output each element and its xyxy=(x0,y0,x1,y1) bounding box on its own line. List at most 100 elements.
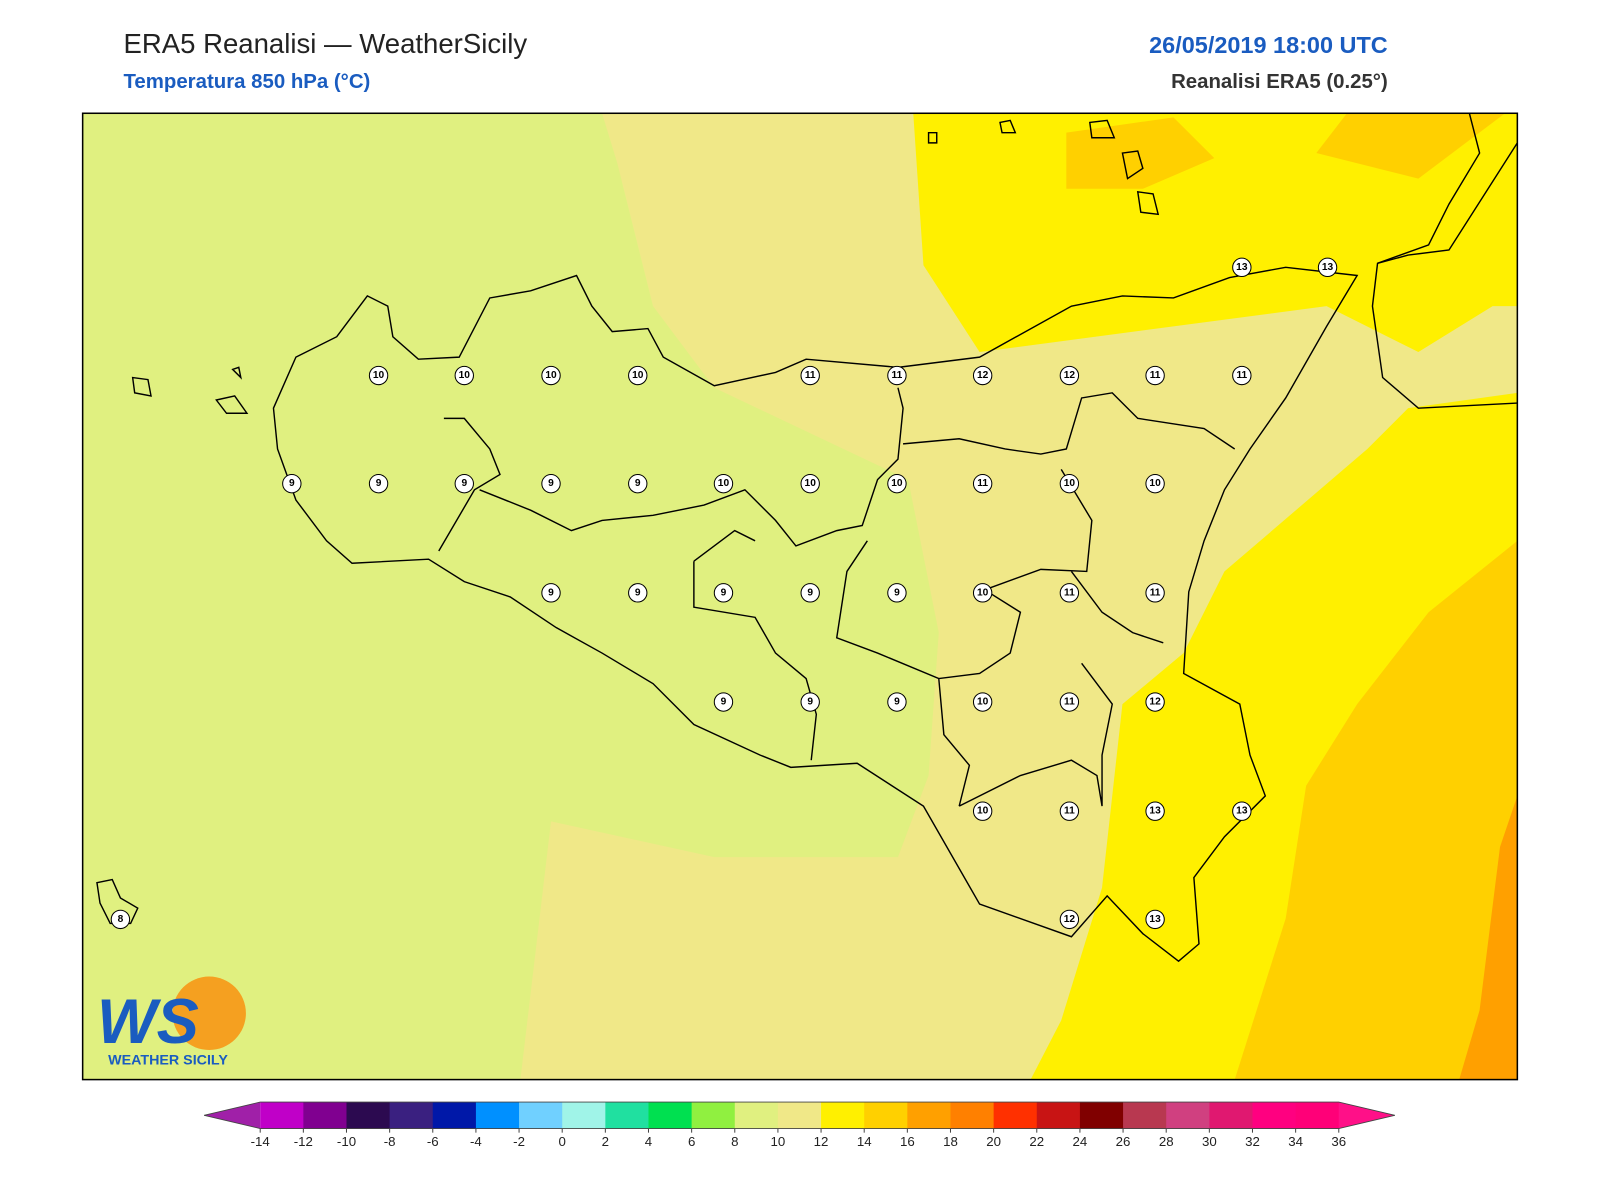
colorbar-tick-label: 30 xyxy=(1202,1134,1217,1149)
subtitle: Temperatura 850 hPa (°C) xyxy=(123,71,370,93)
station-value: 9 xyxy=(635,478,641,489)
station-marker xyxy=(887,692,907,712)
station-value: 13 xyxy=(1149,914,1161,925)
station: 13 xyxy=(1232,257,1252,278)
colorbar-tick-label: 18 xyxy=(943,1134,958,1149)
colorbar-tick-label: 2 xyxy=(602,1134,609,1149)
station-marker xyxy=(887,583,907,603)
station: 11 xyxy=(887,365,907,386)
station-marker xyxy=(541,583,561,603)
station-marker xyxy=(628,473,648,494)
station-marker xyxy=(800,583,820,603)
station-marker xyxy=(1059,909,1080,930)
station-marker xyxy=(1059,365,1080,386)
station: 9 xyxy=(713,692,734,712)
station-marker xyxy=(1145,583,1165,603)
station: 11 xyxy=(1059,801,1080,821)
colorbar-box xyxy=(950,1102,995,1129)
station-marker xyxy=(800,473,820,494)
station: 9 xyxy=(800,583,820,603)
datetime: 26/05/2019 18:00 UTC xyxy=(1149,32,1388,58)
station: 9 xyxy=(282,473,302,494)
station-marker xyxy=(1059,583,1080,603)
colorbar-box xyxy=(1252,1102,1297,1129)
map-frame xyxy=(81,112,1519,1081)
station-value: 10 xyxy=(1064,478,1076,489)
station-value: 10 xyxy=(977,697,989,708)
station: 12 xyxy=(972,365,993,386)
colorbar-tick-label: 26 xyxy=(1116,1134,1131,1149)
station: 10 xyxy=(887,473,907,494)
station-value: 13 xyxy=(1322,262,1334,273)
station-marker xyxy=(454,473,474,494)
station: 9 xyxy=(368,473,389,494)
colorbar-box xyxy=(821,1102,865,1129)
station: 10 xyxy=(972,692,993,712)
station: 9 xyxy=(541,473,561,494)
station-marker xyxy=(1145,365,1165,386)
station-marker xyxy=(972,473,993,494)
station: 10 xyxy=(1059,473,1080,494)
field-14-16 xyxy=(1066,117,1215,189)
map xyxy=(82,113,1518,1080)
station-value: 9 xyxy=(635,587,641,598)
station-marker xyxy=(972,365,993,386)
station-value: 11 xyxy=(892,370,903,381)
colorbar-box xyxy=(562,1102,606,1129)
field-14-16 xyxy=(1316,113,1506,179)
logo-mark: WS xyxy=(97,987,199,1057)
station-value: 10 xyxy=(459,370,471,381)
station: 9 xyxy=(800,692,820,712)
station-value: 9 xyxy=(548,478,554,489)
colorbar-box xyxy=(993,1102,1038,1129)
station-value: 10 xyxy=(545,370,557,381)
colorbar-box xyxy=(648,1102,693,1129)
station: 10 xyxy=(800,473,820,494)
title: ERA5 Reanalisi — WeatherSicily xyxy=(123,28,527,59)
colorbar-box xyxy=(734,1102,779,1129)
station-marker xyxy=(1232,365,1252,386)
colorbar-tick-label: 10 xyxy=(771,1134,786,1149)
station: 11 xyxy=(1059,583,1080,603)
logo: WS WEATHER SICILY xyxy=(97,976,246,1068)
station-marker xyxy=(454,365,474,386)
station-marker xyxy=(628,365,648,386)
station-value: 11 xyxy=(1064,587,1075,598)
colorbar-box xyxy=(1036,1102,1081,1129)
station: 9 xyxy=(628,583,648,603)
station: 10 xyxy=(972,801,993,821)
station-marker xyxy=(1145,473,1165,494)
colorbar-tick-label: -12 xyxy=(294,1134,313,1149)
station-marker xyxy=(1059,692,1080,712)
source: Reanalisi ERA5 (0.25°) xyxy=(1171,71,1388,93)
station-value: 11 xyxy=(1150,370,1161,381)
station: 9 xyxy=(713,583,734,603)
colorbar-box xyxy=(1166,1102,1210,1129)
station: 12 xyxy=(1059,365,1080,386)
logo-sun xyxy=(172,976,246,1050)
station: 11 xyxy=(1145,583,1165,603)
colorbar-tick-label: 24 xyxy=(1073,1134,1088,1149)
station: 10 xyxy=(454,365,474,386)
station-marker xyxy=(1059,473,1080,494)
station: 10 xyxy=(1145,473,1165,494)
station-value: 10 xyxy=(977,806,989,817)
colorbar-tick-label: -2 xyxy=(513,1134,525,1149)
station-value: 10 xyxy=(373,370,385,381)
colorbar-box xyxy=(1123,1102,1167,1129)
field-10-12 xyxy=(520,113,1518,1080)
field-12-14 xyxy=(913,113,1518,353)
station-marker xyxy=(972,583,993,603)
station-value: 12 xyxy=(1064,370,1076,381)
colorbar-tick-label: 0 xyxy=(559,1134,566,1149)
station: 8 xyxy=(110,909,131,930)
colorbar-tick-label: 20 xyxy=(986,1134,1001,1149)
station: 13 xyxy=(1317,257,1338,278)
station: 11 xyxy=(1059,692,1080,712)
station-value: 9 xyxy=(894,697,900,708)
station-value: 9 xyxy=(894,587,900,598)
colorbar-tick-label: -10 xyxy=(337,1134,356,1149)
station-value: 10 xyxy=(1149,478,1161,489)
colorbar-box xyxy=(346,1102,391,1129)
